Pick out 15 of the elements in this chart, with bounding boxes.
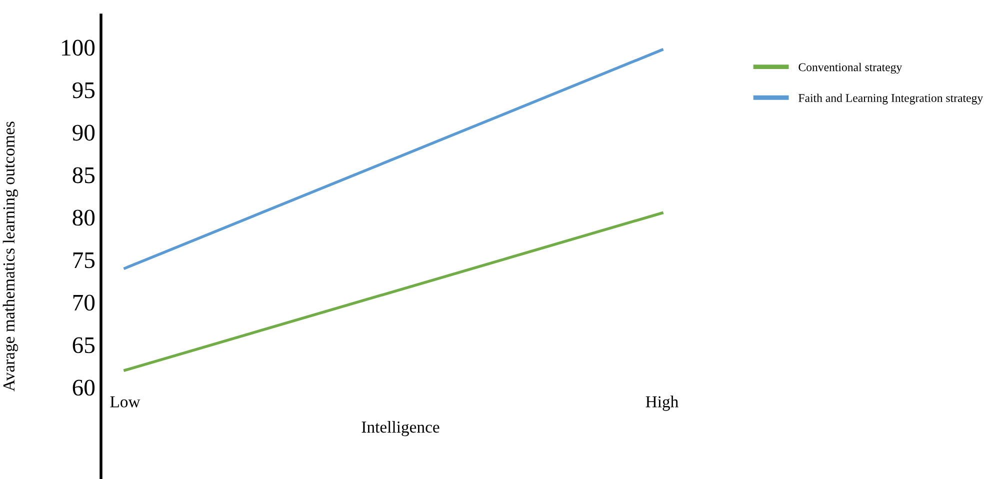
y-tick-label: 75 [73,252,95,268]
y-tick-label: 100 [62,40,95,56]
y-tick-label: 85 [72,167,95,184]
y-tick-label: 95 [72,82,95,98]
x-tick-label: Low [110,396,140,408]
x-tick-label: High [646,396,678,411]
y-tick-label: 60 [72,380,95,396]
legend-label: Conventional strategy [798,62,902,74]
x-axis-title: Intelligence [362,421,440,436]
y-axis-title: Avarage mathematics learning outcomes [2,122,18,392]
y-tick-label: 80 [72,210,95,226]
y-tick-label: 70 [73,294,95,311]
y-tick-label: 90 [72,124,95,141]
legend-label: Faith and Learning Integration strategy [798,94,984,104]
y-tick-label: 65 [72,337,95,354]
